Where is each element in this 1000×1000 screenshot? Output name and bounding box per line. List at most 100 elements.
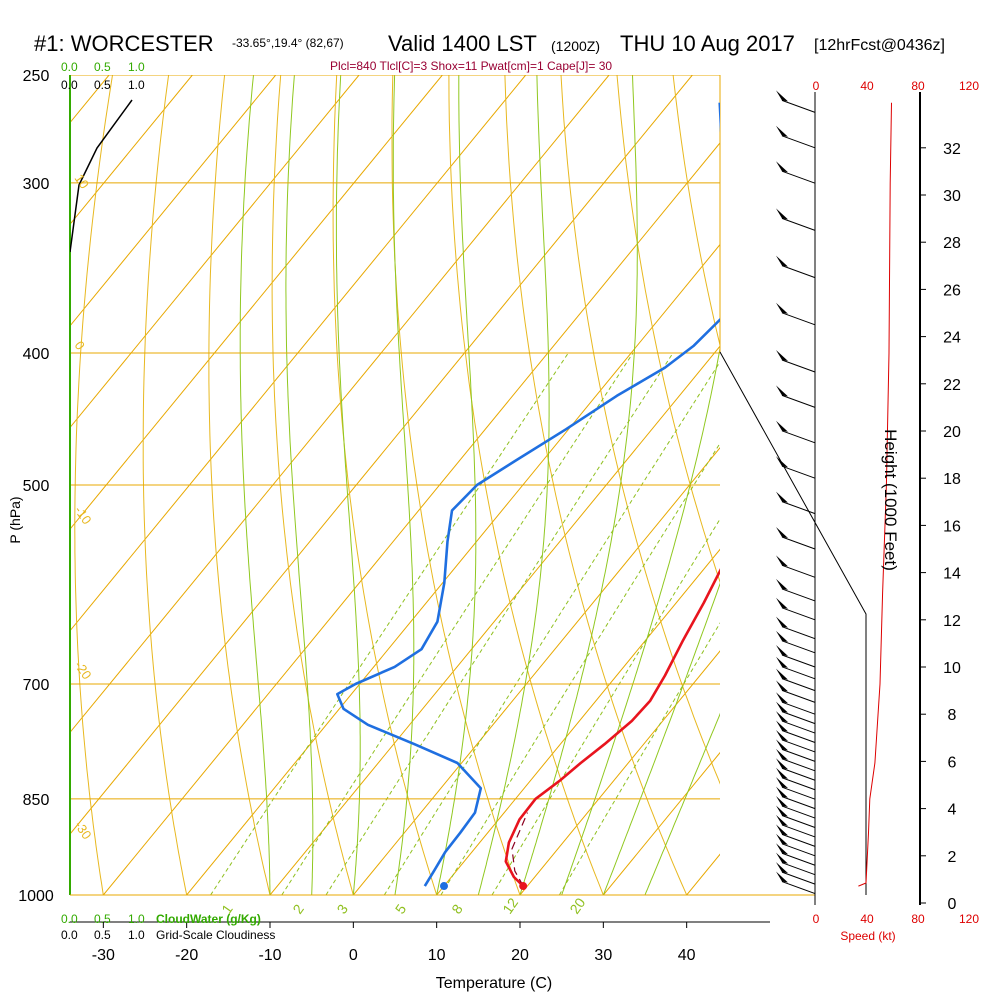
cloudwater-tick-1-bottom: 0.5 (94, 912, 111, 926)
wind-speed-line (858, 102, 892, 887)
surface-dewpoint-marker (439, 882, 448, 891)
x-tick-label: -30 (92, 947, 115, 964)
height-tick-label: 20 (943, 424, 961, 441)
cloudwater-tick-2: 1.0 (128, 60, 145, 74)
cloudiness-tick-0-bottom: 0.0 (61, 928, 78, 942)
wind-barb-flag (776, 208, 788, 220)
speed-tick-bottom-0: 0 (813, 912, 820, 926)
wind-barb-shaft (781, 607, 816, 621)
height-tick-label: 18 (943, 471, 961, 488)
wind-profile-panel (776, 90, 892, 905)
height-tick-label: 32 (943, 141, 961, 158)
wind-barb-flag (776, 668, 788, 680)
cloudiness-tick-2-bottom: 1.0 (128, 928, 145, 942)
wind-barb-flag (776, 656, 788, 668)
mixing-ratio-label: 2 (289, 901, 307, 917)
pressure-tick-label: 300 (23, 176, 50, 193)
wind-barb-flag (776, 385, 788, 397)
wind-barb-flag (776, 805, 788, 817)
wind-barb-flag (776, 843, 788, 855)
stability-indices: Plcl=840 Tlcl[C]=3 Shox=11 Pwat[cm]=1 Ca… (330, 59, 612, 73)
wind-barb-shaft (781, 626, 816, 640)
moist-adiabat-line (436, 75, 477, 895)
dry-adiabat-label: -20 (72, 658, 95, 682)
wind-barb-flag (776, 748, 788, 760)
wind-barb-shaft (781, 536, 816, 550)
x-axis-title: Temperature (C) (436, 975, 552, 992)
height-tick-label: 10 (943, 660, 961, 677)
pressure-tick-label: 500 (23, 478, 50, 495)
x-tick-label: 10 (428, 947, 446, 964)
cloudiness-line (70, 99, 133, 253)
speed-axis-label: Speed (kt) (840, 929, 895, 943)
height-tick-label: 6 (948, 754, 957, 771)
wind-barb-shaft (781, 843, 816, 857)
forecast-info: [12hrFcst@0436z] (814, 37, 945, 54)
mixing-ratio-line (210, 352, 569, 895)
wind-barb-flag (776, 767, 788, 779)
speed-tick-top-1: 40 (860, 79, 874, 93)
wind-barb-shaft (781, 640, 816, 654)
dry-adiabat-label: 10 (72, 171, 93, 191)
temperature-line (504, 568, 720, 888)
forecast-date: THU 10 Aug 2017 (620, 31, 795, 56)
cloudiness-tick-1: 0.5 (94, 78, 111, 92)
wind-barb-shaft (781, 588, 816, 602)
mixing-ratio-label: 12 (499, 895, 521, 917)
wind-barb-flag (776, 871, 788, 883)
mixing-ratio-label: 8 (448, 901, 466, 917)
moist-adiabat-line (602, 582, 720, 895)
mixing-ratio-line (491, 518, 720, 895)
dry-adiabat-line (332, 75, 438, 895)
wind-barb-flag (776, 420, 788, 432)
wind-barb-flag (776, 125, 788, 137)
pressure-tick-label: 1000 (18, 888, 54, 905)
wind-barb-shaft (781, 312, 816, 326)
wind-barb-shaft (781, 881, 816, 895)
station-coords: -33.65°,19.4° (82,67) (232, 36, 344, 50)
wind-barb-flag (776, 739, 788, 751)
wind-barb-shaft (781, 833, 816, 847)
isotherm-line (436, 548, 720, 895)
wind-barb-shaft (781, 805, 816, 819)
wind-barb-flag (776, 645, 788, 656)
dry-adiabat-line (560, 75, 720, 785)
height-axis-title: Height (1000 Feet) (881, 429, 900, 571)
dry-adiabat-line (391, 75, 521, 895)
wind-barb-flag (776, 527, 788, 538)
cloudwater-tick-1: 0.5 (94, 60, 111, 74)
surface-temperature-marker (519, 882, 528, 891)
utc-time: (1200Z) (551, 38, 600, 54)
height-tick-label: 2 (948, 849, 957, 866)
wind-barb-flag (776, 630, 788, 642)
wind-barb-shaft (781, 654, 816, 668)
dry-adiabat-label: -30 (72, 818, 95, 842)
moist-adiabat-line (477, 75, 550, 895)
wind-barb-shaft (781, 796, 816, 810)
x-tick-label: -10 (258, 947, 281, 964)
wind-barb-shaft (781, 815, 816, 828)
height-tick-label: 30 (943, 188, 961, 205)
mixing-ratio-line (325, 352, 674, 895)
dry-adiabat-label: 0 (72, 338, 88, 353)
cloudiness-tick-1-bottom: 0.5 (94, 928, 111, 942)
wind-barb-shaft (781, 730, 816, 743)
wind-barb-shaft (781, 720, 816, 734)
speed-tick-bottom-3: 120 (959, 912, 979, 926)
speed-tick-bottom-2: 80 (911, 912, 925, 926)
valid-time: Valid 1400 LST (388, 31, 537, 56)
speed-tick-top-0: 0 (813, 79, 820, 93)
moist-adiabat-line (561, 345, 720, 895)
wind-barb-flag (776, 833, 788, 845)
moist-adiabat-line (519, 75, 638, 895)
dry-adiabat-line (208, 75, 271, 895)
wind-barb-flag (776, 862, 788, 874)
dry-adiabat-line (504, 75, 688, 895)
wind-barb-shaft (781, 564, 816, 578)
x-tick-label: 20 (511, 947, 529, 964)
wind-barb-flag (776, 616, 788, 628)
wind-barb-shaft (781, 786, 816, 800)
wind-barb-shaft (781, 701, 816, 715)
moist-adiabat-line (644, 712, 720, 895)
